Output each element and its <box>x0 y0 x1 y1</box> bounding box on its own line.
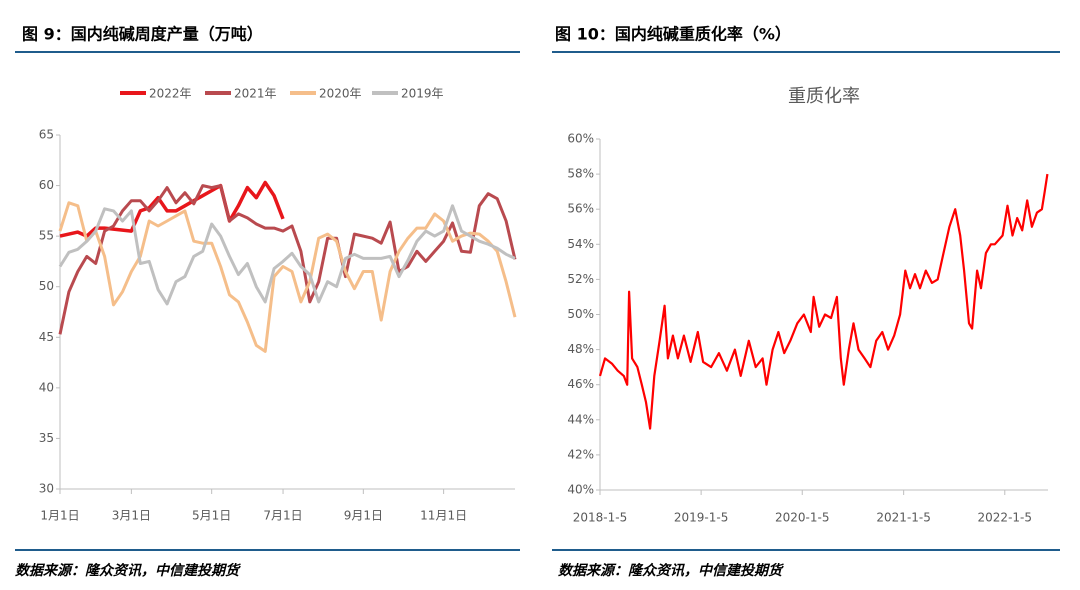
y-tick-label: 52% <box>567 272 594 286</box>
y-tick-label: 40 <box>39 380 54 394</box>
chart-title: 重质化率 <box>788 86 860 107</box>
series-line <box>59 180 285 238</box>
legend-label: 2022年 <box>149 87 192 101</box>
y-tick-label: 50 <box>39 279 54 293</box>
x-tick-label: 2020-1-5 <box>775 511 829 525</box>
x-tick-label: 7月1日 <box>263 509 302 523</box>
y-tick-label: 54% <box>567 237 594 251</box>
y-tick-label: 60% <box>567 132 594 146</box>
x-tick-label: 2018-1-5 <box>573 511 627 525</box>
figure-caption: 图 9：国内纯碱周度产量（万吨） <box>22 25 263 44</box>
figure-caption: 图 10：国内纯碱重质化率（%） <box>555 25 791 44</box>
y-tick-label: 60 <box>39 178 54 192</box>
legend-label: 2020年 <box>319 87 362 101</box>
x-tick-label: 11月1日 <box>420 509 467 523</box>
y-tick-label: 48% <box>567 342 594 356</box>
x-tick-label: 5月1日 <box>192 509 231 523</box>
y-tick-label: 50% <box>567 307 594 321</box>
x-tick-label: 9月1日 <box>344 509 383 523</box>
y-tick-label: 30 <box>39 482 54 496</box>
y-tick-label: 55 <box>39 229 54 243</box>
x-tick-label: 1月1日 <box>40 509 79 523</box>
x-tick-label: 2021-1-5 <box>876 511 930 525</box>
y-tick-label: 35 <box>39 431 54 445</box>
x-tick-label: 2022-1-5 <box>978 511 1032 525</box>
series-line <box>58 204 516 306</box>
y-tick-label: 56% <box>567 202 594 216</box>
y-tick-label: 44% <box>567 412 594 426</box>
y-tick-label: 46% <box>567 377 594 391</box>
x-tick-label: 3月1日 <box>112 509 151 523</box>
series-line <box>58 184 517 335</box>
source-note: 数据来源：隆众资讯，中信建投期货 <box>15 562 241 579</box>
legend-label: 2021年 <box>234 87 277 101</box>
source-note: 数据来源：隆众资讯，中信建投期货 <box>558 562 784 579</box>
legend-label: 2019年 <box>401 87 444 101</box>
y-tick-label: 58% <box>567 167 594 181</box>
x-tick-label: 2019-1-5 <box>674 511 728 525</box>
y-tick-label: 42% <box>567 447 594 461</box>
y-tick-label: 45 <box>39 330 54 344</box>
series-line <box>598 173 1049 430</box>
series-line <box>58 201 517 353</box>
y-tick-label: 65 <box>39 128 54 142</box>
y-tick-label: 40% <box>567 483 594 497</box>
